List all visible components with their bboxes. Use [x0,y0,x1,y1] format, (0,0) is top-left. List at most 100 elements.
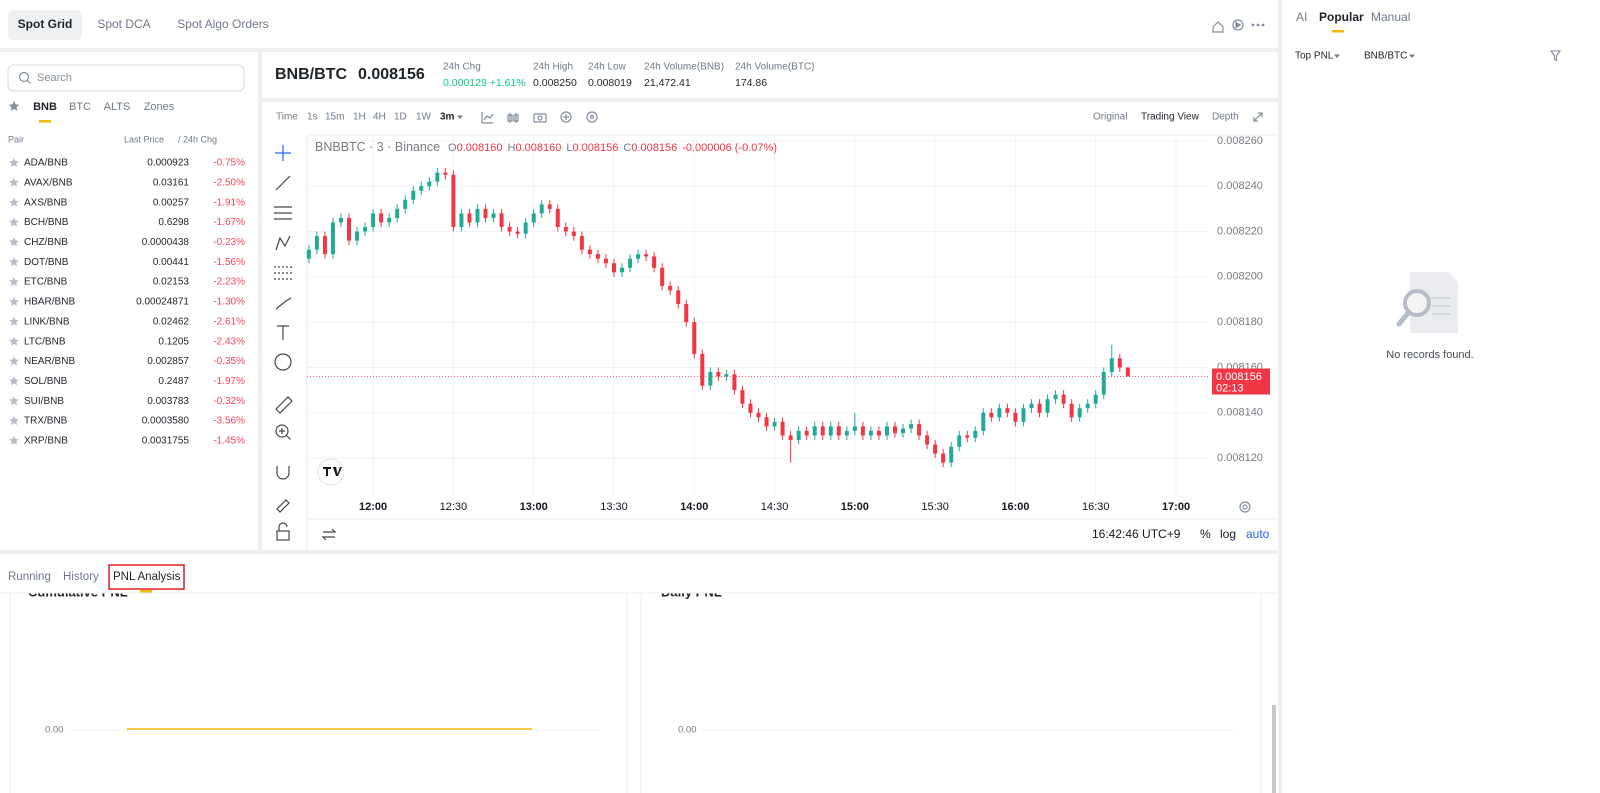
y-tick-label: 0.008180 [1217,316,1263,328]
row-star[interactable] [9,396,19,406]
price-change: -0.23% [213,237,245,248]
interval[interactable]: Time [276,112,298,123]
legend-value: 0.008156 [631,142,677,154]
row-star[interactable] [9,197,19,207]
filter[interactable]: Top PNL [1295,51,1334,62]
last-price: 0.0003580 [142,416,190,427]
candle-body [403,199,408,209]
interval[interactable]: 3m [440,112,455,123]
row-star[interactable] [9,217,19,227]
strategy-tab[interactable]: Manual [1371,10,1410,24]
drawing-toolbar [274,145,337,541]
candle-body [1053,394,1058,400]
candle-body [772,421,777,427]
scale-option[interactable]: % [1200,527,1211,541]
candle-body [459,213,464,227]
scale-option[interactable]: auto [1246,527,1270,541]
candle-body [411,190,416,200]
row-star[interactable] [9,277,19,286]
row-star[interactable] [9,416,19,425]
candle-body [660,267,665,286]
interval[interactable]: 1W [416,112,432,123]
chart-view[interactable]: Depth [1212,112,1239,123]
stat-value: 0.008019 [588,77,632,89]
candle-body [1061,394,1066,404]
market-tab[interactable]: BNB [33,101,57,113]
market-tab[interactable]: ALTS [104,101,131,113]
pair-name[interactable]: LTC/BNB [24,336,66,347]
last-price: 0.03161 [153,177,190,188]
market-tab[interactable]: BTC [69,101,91,113]
pair-name[interactable]: HBAR/BNB [24,297,75,308]
legend-value: 0.008160 [515,142,561,154]
pair-name[interactable]: LINK/BNB [24,316,70,327]
candle-body [371,213,376,227]
search-icon [18,71,31,84]
pair-name[interactable]: NEAR/BNB [24,356,75,367]
pair-name[interactable]: BCH/BNB [24,217,69,228]
candle-body [322,236,327,255]
row-star[interactable] [9,376,19,386]
chart-settings[interactable] [1239,501,1251,513]
row-star[interactable] [9,158,19,167]
pair-name[interactable]: SOL/BNB [24,376,68,387]
bottom-tab[interactable]: Running [8,571,51,583]
interval[interactable]: 1D [394,112,407,123]
scale-option[interactable]: log [1220,527,1236,541]
interval[interactable]: 15m [325,112,344,123]
filter-icon[interactable] [1549,50,1562,62]
empty-message: No records found. [1386,349,1473,361]
candle-body [387,217,392,223]
price-change: -2.43% [213,336,245,347]
pair-name[interactable]: ETC/BNB [24,277,68,288]
candle-body [1029,403,1034,409]
top-tab[interactable]: Spot DCA [97,17,150,31]
chart-clock: 16:42:46 UTC+9 [1092,527,1181,541]
row-star[interactable] [9,296,19,306]
row-star[interactable] [9,237,19,247]
candle-body [427,181,432,187]
search-box[interactable] [7,64,245,92]
candle-body [571,231,576,237]
chart-view[interactable]: Original [1093,112,1127,123]
pair-name[interactable]: CHZ/BNB [24,237,68,248]
row-star[interactable] [9,257,19,267]
row-star[interactable] [9,356,19,366]
x-tick-label: 16:30 [1082,501,1110,513]
strategy-tab[interactable]: AI [1296,10,1307,24]
top-tab[interactable]: Spot Grid [18,17,73,31]
pnl-panel [9,579,628,793]
interval[interactable]: 4H [373,112,386,123]
bottom-tab[interactable]: History [63,571,99,583]
candle-body [1045,399,1050,413]
interval[interactable]: 1H [353,112,366,123]
pair-name[interactable]: AXS/BNB [24,197,68,208]
bottom-tab[interactable]: PNL Analysis [113,571,181,583]
favorites-star[interactable] [8,101,20,111]
candle-body [981,412,986,431]
candle-body [547,204,552,209]
interval[interactable]: 1s [307,112,318,123]
pair-name[interactable]: AVAX/BNB [24,177,73,188]
strategy-tab[interactable]: Popular [1319,10,1364,24]
row-star[interactable] [9,336,19,346]
filter[interactable]: BNB/BTC [1364,51,1407,62]
row-star[interactable] [9,177,19,187]
pair-name[interactable]: TRX/BNB [24,416,68,427]
chart-view[interactable]: Trading View [1141,112,1200,123]
top-tab[interactable]: Spot Algo Orders [177,17,268,31]
legend-key: L [566,142,572,154]
row-star[interactable] [9,435,19,445]
legend-change: -0.000006 (-0.07%) [682,142,777,154]
pair-name[interactable]: SUI/BNB [24,396,64,407]
candle-body [499,213,504,227]
legend-value: 0.008160 [457,142,503,154]
row-star[interactable] [9,316,19,326]
last-price: 0.002857 [147,356,189,367]
candle-body [820,426,825,436]
candle-body [379,213,384,223]
pair-name[interactable]: DOT/BNB [24,257,69,268]
pair-name[interactable]: ADA/BNB [24,158,68,169]
market-tab[interactable]: Zones [144,101,175,113]
pair-name[interactable]: XRP/BNB [24,436,68,447]
